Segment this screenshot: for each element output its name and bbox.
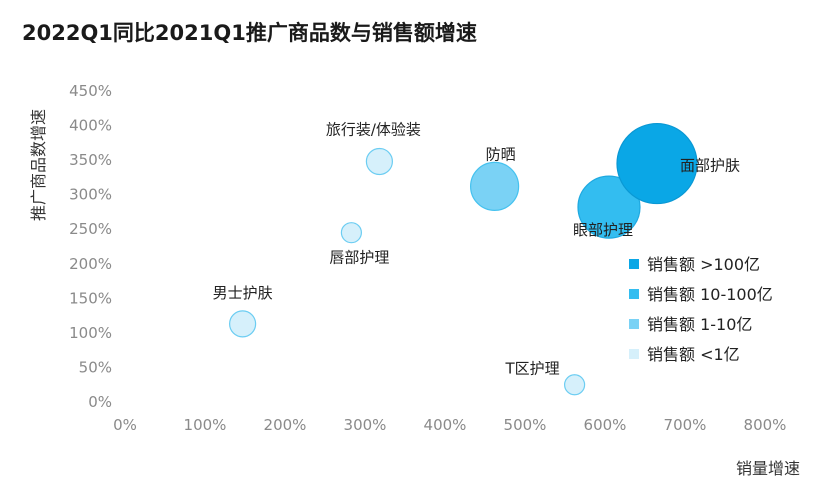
chart-title: 2022Q1同比2021Q1推广商品数与销售额增速 bbox=[22, 21, 477, 45]
y-tick-label: 150% bbox=[69, 289, 112, 307]
y-tick-label: 200% bbox=[69, 255, 112, 273]
x-tick-label: 600% bbox=[584, 416, 627, 434]
y-tick-label: 100% bbox=[69, 324, 112, 342]
bubble-label: 旅行装/体验装 bbox=[326, 120, 421, 138]
y-tick-label: 50% bbox=[79, 358, 112, 376]
bubble-label: 唇部护理 bbox=[329, 249, 389, 267]
x-tick-label: 100% bbox=[184, 416, 227, 434]
x-axis-title: 销量增速 bbox=[736, 459, 800, 478]
legend-label: 销售额 >100亿 bbox=[647, 255, 760, 274]
y-tick-label: 350% bbox=[69, 151, 112, 169]
y-tick-label: 450% bbox=[69, 82, 112, 100]
bubble-label: 防晒 bbox=[486, 145, 516, 163]
x-tick-label: 800% bbox=[744, 416, 787, 434]
x-tick-label: 300% bbox=[344, 416, 387, 434]
y-axis-title-group: 推广商品数增速 bbox=[29, 109, 48, 221]
bubble-label: 面部护肤 bbox=[680, 157, 740, 175]
bubble-series bbox=[229, 122, 698, 396]
x-tick-label: 400% bbox=[424, 416, 467, 434]
y-axis-title: 推广商品数增速 bbox=[29, 109, 48, 221]
legend-label: 销售额 <1亿 bbox=[647, 345, 740, 364]
y-tick-label: 250% bbox=[69, 220, 112, 238]
x-tick-labels: 0% 100% 200% 300% 400% 500% 600% 700% 800% bbox=[113, 416, 786, 434]
y-tick-labels: 0% 50% 100% 150% 200% 250% 300% 350% 400% 450% bbox=[69, 82, 112, 411]
x-tick-label: 500% bbox=[504, 416, 547, 434]
legend-swatch bbox=[629, 289, 639, 299]
bubble-label: 眼部护理 bbox=[573, 221, 633, 239]
bubble-label: 男士护肤 bbox=[213, 284, 273, 302]
x-tick-label: 200% bbox=[264, 416, 307, 434]
bubble bbox=[229, 310, 257, 338]
y-tick-label: 300% bbox=[69, 186, 112, 204]
bubble bbox=[577, 175, 641, 239]
legend-label: 销售额 10-100亿 bbox=[647, 285, 773, 304]
x-tick-label: 700% bbox=[664, 416, 707, 434]
bubble bbox=[616, 122, 698, 205]
bubble bbox=[563, 374, 586, 396]
bubble bbox=[470, 161, 520, 211]
legend-swatch bbox=[629, 259, 639, 269]
legend-swatch bbox=[629, 319, 639, 329]
x-tick-label: 0% bbox=[113, 416, 137, 434]
legend-label: 销售额 1-10亿 bbox=[647, 315, 752, 334]
y-tick-label: 400% bbox=[69, 117, 112, 135]
bubble bbox=[340, 222, 362, 244]
y-tick-label: 0% bbox=[88, 393, 112, 411]
bubble-label: T区护理 bbox=[505, 360, 560, 378]
legend-swatch bbox=[629, 349, 639, 359]
bubble bbox=[365, 147, 393, 176]
